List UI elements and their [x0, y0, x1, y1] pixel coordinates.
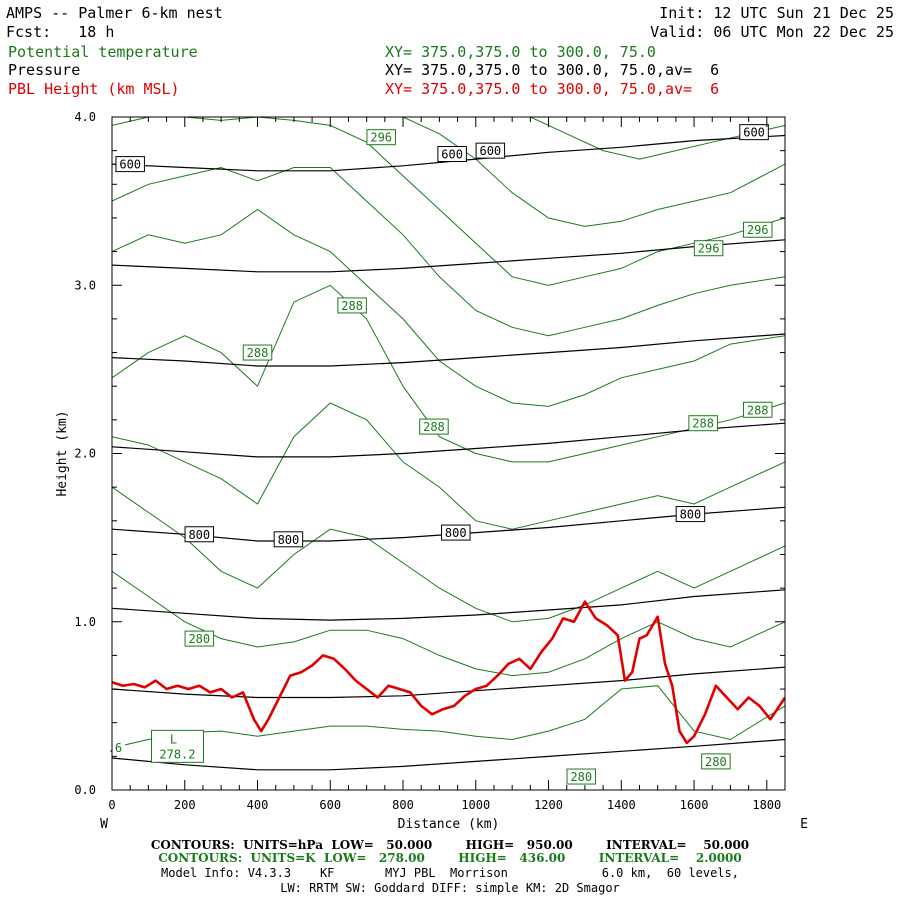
theta-contour-line [112, 208, 785, 407]
pressure-label: 600 [479, 144, 501, 158]
y-axis-title: Height (km) [55, 410, 70, 496]
edge-label: .6 [108, 741, 122, 755]
pressure-label-box [441, 524, 471, 541]
pressure-label-box [675, 506, 706, 523]
theta-label-box [693, 240, 724, 257]
low-marker-value: 278.2 [159, 747, 195, 761]
legend-pbl-xy: XY= 375.0,375.0 to 300.0, 75.0,av= 6 [385, 80, 720, 98]
pressure-label-box [115, 156, 145, 173]
theta-label: 296 [370, 131, 392, 145]
pressure-label: 800 [278, 533, 300, 547]
theta-contour-line [112, 685, 785, 749]
theta-label: 288 [247, 346, 269, 360]
y-tick-label: 4.0 [74, 110, 96, 124]
theta-contour-line [112, 486, 785, 623]
x-tick-label: 0 [108, 798, 115, 812]
theta-label: 280 [705, 755, 727, 769]
theta-label: 288 [423, 420, 445, 434]
theta-contour-line [112, 166, 785, 337]
theta-contour-line [112, 570, 785, 677]
footer-pressure-contours: CONTOURS: UNITS=hPa LOW= 50.000 HIGH= 95… [150, 838, 750, 852]
theta-label-box [742, 221, 773, 238]
pressure-contour-850 [112, 589, 785, 621]
footer-physics-info: LW: RRTM SW: Goddard DIFF: simple KM: 2D… [280, 881, 620, 895]
x-tick-label: 600 [319, 798, 341, 812]
theta-label-box [337, 297, 367, 314]
theta-label: 280 [570, 770, 592, 784]
pressure-label-box [739, 124, 769, 141]
legend-theta-xy: XY= 375.0,375.0 to 300.0, 75.0 [385, 43, 656, 61]
pressure-label-box [437, 146, 467, 163]
edge-label-box [104, 739, 125, 756]
pressure-label: 800 [188, 528, 210, 542]
forecast-hour: Fcst: 18 h [6, 23, 115, 41]
theta-contour-line [112, 117, 785, 286]
pressure-label: 800 [680, 508, 702, 522]
theta-contour-line [112, 402, 785, 530]
pressure-label-box [273, 531, 304, 548]
pressure-contour-900 [112, 666, 785, 699]
y-tick-label: 3.0 [74, 278, 96, 292]
theta-label-box [566, 768, 597, 785]
x-tick-label: 1600 [680, 798, 709, 812]
x-tick-label: 400 [247, 798, 269, 812]
axes: 0 200 400 600 800 1000 1200 1400 1600 1800 0.0 1.0 2… [55, 110, 808, 832]
y-tick-label: 1.0 [74, 615, 96, 629]
pressure-label-box [475, 142, 506, 159]
east-label: E [800, 817, 808, 832]
theta-label: 296 [747, 223, 769, 237]
theta-label-box [242, 344, 273, 361]
footer-model-info: Model Info: V4.3.3 KF MYJ PBL Morrison 6… [161, 866, 739, 880]
contour-labels: 600 600 600 600 800 800 800 800 296 296 296 288 288 2… [104, 124, 773, 785]
x-tick-label: 1200 [534, 798, 563, 812]
theta-label-box [366, 129, 396, 146]
pressure-contour-650 [112, 239, 785, 273]
theta-label: 280 [188, 632, 210, 646]
theta-label: 288 [692, 417, 714, 431]
pressure-contour-600 [112, 134, 785, 172]
theta-label-box [419, 418, 449, 435]
valid-time: Valid: 06 UTC Mon 22 Dec 25 [650, 23, 894, 41]
chart-title: AMPS -- Palmer 6-km nest [6, 4, 223, 22]
theta-label-box [184, 630, 215, 647]
theta-contour-line [112, 284, 785, 463]
pressure-label: 800 [445, 526, 467, 540]
x-tick-label: 1400 [607, 798, 636, 812]
x-tick-label: 800 [392, 798, 414, 812]
x-tick-label: 1800 [752, 798, 781, 812]
legend-pressure-name: Pressure [8, 61, 81, 79]
y-tick-label: 0.0 [74, 783, 96, 797]
pressure-label-box [184, 526, 215, 543]
pbl-height-layer [112, 600, 785, 745]
pressure-contour-700 [112, 333, 785, 367]
theta-contour-line [402, 117, 785, 227]
pressure-contours [112, 134, 785, 771]
legend-pbl-name: PBL Height (km MSL) [8, 80, 180, 98]
low-marker-letter: L [170, 732, 177, 746]
theta-label-box [701, 753, 731, 770]
x-axis-title: Distance (km) [398, 817, 500, 832]
pressure-label: 600 [119, 158, 141, 172]
theta-label-box [742, 401, 773, 418]
init-time: Init: 12 UTC Sun 21 Dec 25 [659, 4, 894, 22]
x-tick-label: 200 [174, 798, 196, 812]
y-tick-label: 2.0 [74, 447, 96, 461]
west-label: W [100, 817, 108, 832]
x-tick-label: 1000 [461, 798, 490, 812]
pressure-label: 600 [441, 148, 463, 162]
legend-theta-name: Potential temperature [8, 43, 198, 61]
theta-label: 288 [747, 403, 769, 417]
theta-label: 288 [341, 299, 363, 313]
theta-label: 296 [698, 242, 720, 256]
theta-label-box [688, 415, 718, 432]
pressure-contour-750 [112, 422, 785, 458]
low-marker-box [150, 729, 204, 763]
pressure-contour-800 [112, 506, 785, 542]
footer-theta-contours: CONTOURS: UNITS=K LOW= 278.00 HIGH= 436.… [158, 851, 742, 865]
pressure-contour-950 [112, 738, 785, 771]
legend-pressure-xy: XY= 375.0,375.0 to 300.0, 75.0,av= 6 [385, 61, 720, 79]
pbl-height-line [112, 600, 785, 745]
pressure-label: 600 [743, 126, 765, 140]
